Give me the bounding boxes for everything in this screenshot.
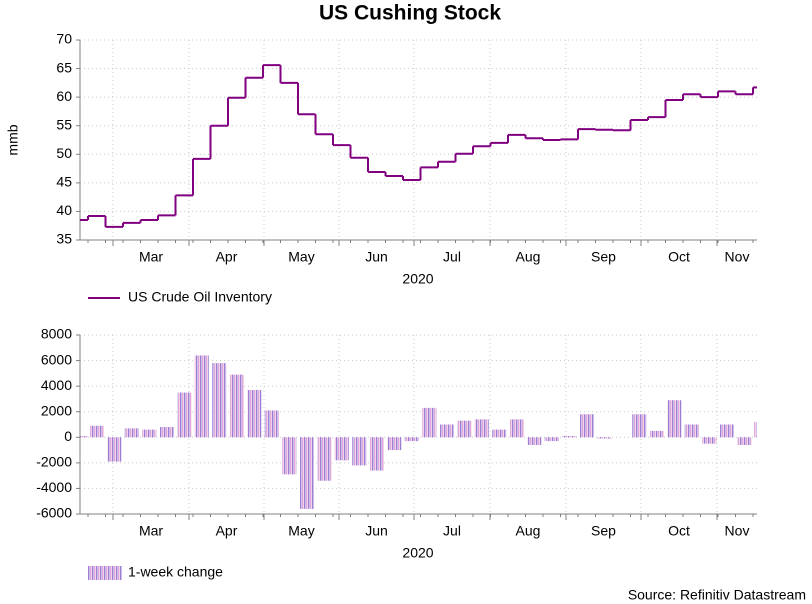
- bar: [422, 407, 437, 438]
- y-tick-label: -2000: [36, 454, 72, 470]
- bar: [194, 355, 209, 438]
- bar: [667, 400, 682, 438]
- bar: [474, 419, 489, 438]
- bar: [282, 437, 297, 475]
- y-tick-label: 50: [56, 145, 72, 161]
- bar: [439, 424, 454, 438]
- legend-label: 1-week change: [128, 564, 223, 580]
- y-tick-label: 2000: [41, 402, 72, 418]
- x-axis-label: 2020: [402, 271, 433, 287]
- x-tick-label: Nov: [725, 523, 750, 539]
- chart-title: US Cushing Stock: [319, 2, 501, 25]
- y-tick-label: 40: [56, 202, 72, 218]
- bar: [632, 414, 647, 438]
- x-tick-label: Oct: [668, 523, 690, 539]
- bar: [212, 363, 227, 438]
- y-tick-label: 35: [56, 231, 72, 247]
- bar: [562, 436, 577, 438]
- x-axis-label: 2020: [402, 545, 433, 561]
- bar: [719, 424, 734, 438]
- bar: [89, 425, 104, 438]
- bar: [369, 437, 384, 471]
- x-tick-label: Mar: [139, 523, 163, 539]
- bar: [264, 410, 279, 438]
- bar: [177, 392, 192, 438]
- x-tick-label: May: [288, 249, 314, 265]
- bar: [80, 436, 88, 438]
- bar: [159, 427, 174, 438]
- bar: [124, 428, 139, 438]
- bar: [684, 424, 699, 438]
- bar: [387, 437, 402, 451]
- legend-label: US Crude Oil Inventory: [128, 289, 272, 305]
- bar: [247, 389, 262, 438]
- x-tick-label: Sep: [591, 249, 616, 265]
- y-tick-label: -4000: [36, 479, 72, 495]
- legend-swatch: [88, 566, 122, 580]
- x-tick-label: Oct: [668, 249, 690, 265]
- y-tick-label: 6000: [41, 351, 72, 367]
- bar: [597, 437, 612, 439]
- bar: [544, 437, 559, 442]
- x-tick-label: Aug: [516, 523, 541, 539]
- x-tick-label: Mar: [139, 249, 163, 265]
- x-tick-label: Jul: [443, 249, 461, 265]
- bar: [299, 437, 314, 509]
- bar: [457, 420, 472, 438]
- x-tick-label: Jun: [365, 523, 388, 539]
- y-tick-label: 65: [56, 59, 72, 75]
- bar: [334, 437, 349, 461]
- y-tick-label: -6000: [36, 505, 72, 521]
- x-tick-label: Sep: [591, 523, 616, 539]
- bar: [229, 374, 244, 438]
- y-tick-label: 4000: [41, 377, 72, 393]
- y-tick-label: 70: [56, 31, 72, 47]
- source: Source: Refinitiv Datastream: [628, 587, 806, 603]
- y-tick-label: 8000: [41, 326, 72, 342]
- bar: [702, 437, 717, 444]
- x-tick-label: May: [288, 523, 314, 539]
- bar: [492, 429, 507, 438]
- x-tick-label: Jun: [365, 249, 388, 265]
- bar: [753, 421, 757, 438]
- bar: [142, 429, 157, 438]
- x-tick-label: Apr: [216, 249, 238, 265]
- bar: [737, 437, 752, 445]
- bar: [579, 414, 594, 438]
- x-tick-label: Nov: [725, 249, 750, 265]
- x-tick-label: Jul: [443, 523, 461, 539]
- y-tick-label: 0: [64, 428, 72, 444]
- bar: [404, 437, 419, 442]
- y-tick-label: 45: [56, 174, 72, 190]
- bar: [509, 419, 524, 438]
- bar: [649, 430, 664, 438]
- bar: [317, 437, 332, 481]
- x-tick-label: Apr: [216, 523, 238, 539]
- x-tick-label: Aug: [516, 249, 541, 265]
- bar: [352, 437, 367, 466]
- y-tick-label: 60: [56, 88, 72, 104]
- bar: [527, 437, 542, 445]
- bar: [107, 437, 122, 462]
- y-tick-label: 55: [56, 116, 72, 132]
- y-axis-label: mmb: [5, 124, 21, 155]
